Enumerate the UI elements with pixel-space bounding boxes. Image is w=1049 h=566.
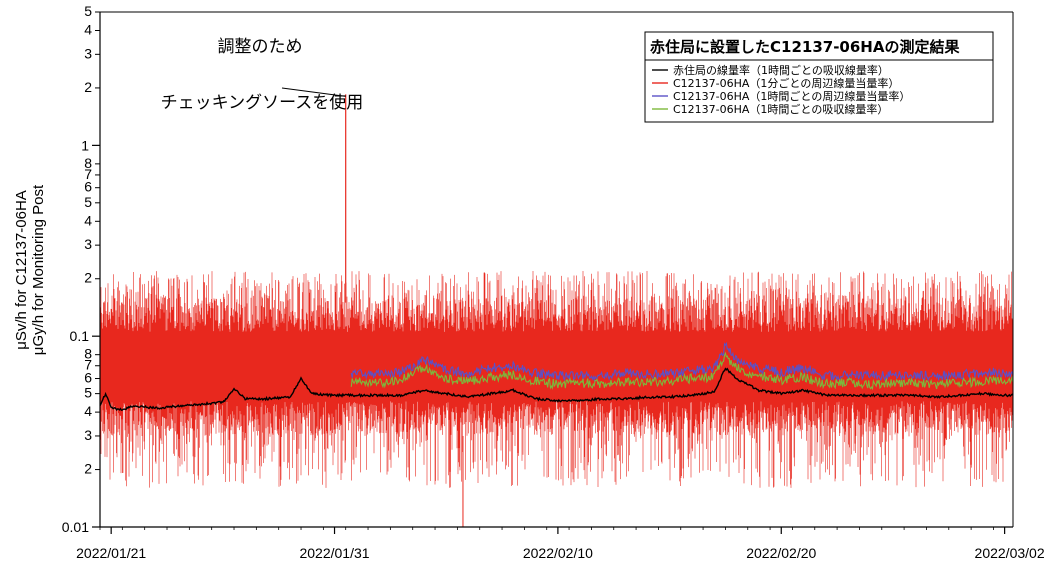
x-tick-label: 2022/01/21 — [76, 545, 146, 561]
legend-box — [644, 59, 994, 123]
series-hourly-ambient-dose-line — [350, 341, 1014, 382]
y-minor-tick-label: 7 — [84, 166, 92, 182]
legend-title-box — [644, 31, 994, 61]
y-minor-tick-label: 4 — [84, 212, 92, 228]
y-minor-tick-label: 8 — [84, 346, 92, 362]
y-minor-tick-label: 8 — [84, 155, 92, 171]
y-minor-tick-label: 2 — [84, 270, 92, 286]
x-tick-label: 2022/02/10 — [523, 545, 593, 561]
axes-frame — [99, 11, 1014, 528]
y-minor-tick-label: 6 — [84, 179, 92, 195]
y-axis-title-line1: μSv/h for C12137-06HA — [13, 190, 30, 350]
legend-entry-label: C12137-06HA（1時間ごとの周辺線量当量率） — [673, 89, 910, 103]
y-minor-tick-label: 2 — [84, 461, 92, 477]
legend: 赤住局に設置したC12137-06HAの測定結果 赤住局の線量率（1時間ごとの吸… — [644, 31, 994, 123]
annotation-line1: 調整のため — [218, 37, 303, 57]
legend-entry-label: C12137-06HA（1分ごとの周辺線量当量率） — [673, 76, 899, 90]
legend-title: 赤住局に設置したC12137-06HAの測定結果 — [650, 38, 960, 56]
y-axis-title: μSv/h for C12137-06HA μGy/h for Monitori… — [13, 184, 47, 355]
series-monitoring-post-line — [99, 367, 1014, 412]
y-major-tick-label: 1 — [81, 137, 89, 153]
annotation-pointer — [281, 87, 346, 97]
legend-entries: 赤住局の線量率（1時間ごとの吸収線量率）C12137-06HA（1分ごとの周辺線… — [652, 63, 910, 116]
legend-entry-label: C12137-06HA（1時間ごとの吸収線量率） — [673, 102, 888, 116]
y-minor-tick-label: 4 — [84, 21, 92, 37]
y-minor-tick-label: 3 — [84, 45, 92, 61]
y-minor-tick-label: 4 — [84, 403, 92, 419]
y-major-tick-label: 0.01 — [62, 519, 89, 535]
y-axis-title-line2: μGy/h for Monitoring Post — [30, 184, 47, 355]
y-minor-tick-label: 6 — [84, 370, 92, 386]
x-ticks: 2022/01/21 2022/01/31 2022/02/10 2022/02/20… — [76, 527, 1045, 561]
y-minor-tick-label: 3 — [84, 236, 92, 252]
series-layer — [99, 94, 1014, 527]
y-minor-tick-label: 2 — [84, 79, 92, 95]
x-tick-label: 2022/03/02 — [975, 545, 1045, 561]
annotation: 調整のため チェッキングソースを使用 — [161, 37, 364, 113]
series-hourly-absorbed-dose-line — [350, 351, 1014, 391]
x-tick-label: 2022/01/31 — [299, 545, 369, 561]
annotation-line2: チェッキングソースを使用 — [161, 92, 364, 113]
y-major-tick-label: 0.1 — [70, 328, 90, 344]
y-minor-tick-label: 7 — [84, 357, 92, 373]
legend-entry-label: 赤住局の線量率（1時間ごとの吸収線量率） — [673, 63, 889, 77]
y-minor-tick-label: 5 — [84, 385, 92, 401]
y-minor-tick-label: 5 — [84, 3, 92, 19]
y-minor-tick-label: 5 — [84, 194, 92, 210]
x-tick-label: 2022/02/20 — [746, 545, 816, 561]
y-minor-tick-label: 3 — [84, 427, 92, 443]
